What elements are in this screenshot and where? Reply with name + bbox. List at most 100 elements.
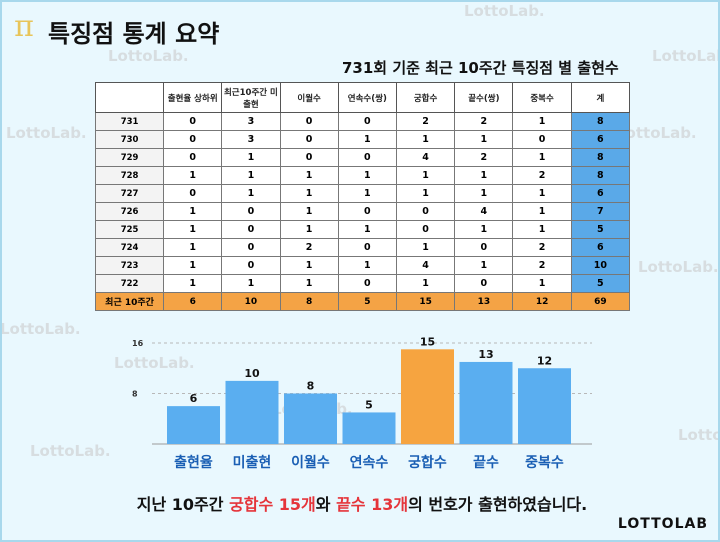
table-cell: 0 bbox=[395, 202, 456, 221]
feature-bar-chart: 8 16 6 10 8 5 15 13 12 bbox=[132, 335, 592, 445]
table-cell: 1 bbox=[221, 184, 281, 203]
table-cell: 1 bbox=[395, 184, 456, 203]
row-label: 727 bbox=[94, 184, 165, 203]
row-label: 724 bbox=[94, 238, 165, 257]
column-header: 끝수(쌍) bbox=[454, 82, 514, 113]
table-cell: 0 bbox=[279, 112, 339, 131]
table-row: 722 1 1 1 0 1 0 1 5 bbox=[94, 274, 631, 293]
table-row: 728 1 1 1 1 1 1 2 8 bbox=[94, 166, 631, 185]
x-tick-label: 끝수 bbox=[473, 455, 499, 471]
summary-total: 69 bbox=[570, 292, 631, 311]
row-total: 7 bbox=[570, 202, 631, 221]
column-header: 계 bbox=[570, 82, 631, 113]
row-label: 731 bbox=[94, 112, 165, 131]
table-cell: 1 bbox=[163, 220, 223, 239]
table-cell: 1 bbox=[512, 184, 572, 203]
table-body: 731 0 3 0 0 2 2 1 8 730 0 3 0 1 1 1 0 6 729 0 1 0 0 4 2 1 8 728 1 1 1 1… bbox=[94, 112, 631, 311]
x-tick-label: 출현율 bbox=[174, 455, 213, 471]
page-title: 특징점 통계 요약 bbox=[48, 20, 220, 48]
header-blank bbox=[94, 82, 165, 113]
row-label: 726 bbox=[94, 202, 165, 221]
row-total: 8 bbox=[570, 148, 631, 167]
table-cell: 0 bbox=[337, 148, 397, 167]
bar-2 bbox=[225, 380, 279, 444]
table-cell: 1 bbox=[395, 238, 456, 257]
summary-sentence: 지난 10주간 궁합수 15개와 끝수 13개의 번호가 출현하였습니다. bbox=[2, 491, 718, 515]
column-header: 이월수 bbox=[279, 82, 339, 113]
summary-text: 지난 10주간 bbox=[136, 495, 230, 514]
pi-logo-icon: π bbox=[14, 9, 34, 44]
column-header: 출현율 상하위 bbox=[163, 82, 223, 113]
table-cell: 1 bbox=[512, 274, 572, 293]
table-cell: 1 bbox=[221, 274, 281, 293]
table-row: 723 1 0 1 1 4 1 2 10 bbox=[94, 256, 631, 275]
bar-6 bbox=[459, 361, 513, 444]
watermark: LottoLab. bbox=[0, 320, 81, 338]
summary-cell: 10 bbox=[221, 292, 281, 311]
table-cell: 1 bbox=[163, 274, 223, 293]
table-cell: 1 bbox=[279, 274, 339, 293]
table-cell: 0 bbox=[221, 220, 281, 239]
watermark: LottoLab. bbox=[108, 47, 189, 65]
bar-value-label: 13 bbox=[478, 348, 493, 361]
summary-cell: 13 bbox=[454, 292, 514, 311]
watermark: LottoLab. bbox=[464, 2, 545, 20]
summary-cell: 15 bbox=[395, 292, 456, 311]
summary-cell: 8 bbox=[279, 292, 339, 311]
row-total: 5 bbox=[570, 274, 631, 293]
table-cell: 1 bbox=[454, 184, 514, 203]
x-axis-labels: 출현율 미출현 이월수 연속수 궁합수 끝수 중복수 bbox=[112, 452, 602, 474]
bar-1 bbox=[167, 406, 220, 444]
row-total: 8 bbox=[570, 112, 631, 131]
table-cell: 1 bbox=[337, 184, 397, 203]
table-cell: 2 bbox=[512, 166, 572, 185]
table-cell: 4 bbox=[395, 148, 456, 167]
table-cell: 1 bbox=[395, 130, 456, 149]
table-cell: 1 bbox=[163, 202, 223, 221]
bar-7 bbox=[518, 368, 571, 444]
table-cell: 0 bbox=[454, 238, 514, 257]
table-cell: 1 bbox=[454, 220, 514, 239]
table-cell: 2 bbox=[279, 238, 339, 257]
table-cell: 4 bbox=[454, 202, 514, 221]
table-cell: 0 bbox=[395, 220, 456, 239]
table-cell: 0 bbox=[337, 202, 397, 221]
table-cell: 3 bbox=[221, 130, 281, 149]
table-cell: 1 bbox=[279, 166, 339, 185]
summary-cell: 12 bbox=[512, 292, 572, 311]
x-tick-label: 이월수 bbox=[291, 455, 330, 471]
summary-highlight: 궁합수 15개 bbox=[229, 495, 316, 514]
summary-text: 의 번호가 출현하였습니다. bbox=[408, 495, 588, 514]
x-tick-label: 연속수 bbox=[349, 455, 389, 471]
watermark: LottoLab. bbox=[114, 354, 195, 372]
table-cell: 0 bbox=[163, 148, 223, 167]
watermark: LottoLab. bbox=[652, 47, 718, 65]
watermark: LottoLab. bbox=[616, 124, 697, 142]
table-cell: 0 bbox=[512, 130, 572, 149]
summary-cell: 5 bbox=[337, 292, 397, 311]
table-row: 724 1 0 2 0 1 0 2 6 bbox=[94, 238, 631, 257]
column-header: 궁합수 bbox=[395, 82, 456, 113]
table-subtitle: 731회 기준 최근 10주간 특징점 별 출현수 bbox=[342, 59, 619, 77]
table-cell: 1 bbox=[337, 130, 397, 149]
row-total: 6 bbox=[570, 130, 631, 149]
table-row: 726 1 0 1 0 0 4 1 7 bbox=[94, 202, 631, 221]
table-cell: 2 bbox=[454, 112, 514, 131]
bar-value-label: 15 bbox=[420, 335, 435, 348]
table-row: 727 0 1 1 1 1 1 1 6 bbox=[94, 184, 631, 203]
table-cell: 1 bbox=[454, 166, 514, 185]
table-cell: 1 bbox=[337, 166, 397, 185]
brand-logo: LOTTOLAB bbox=[617, 516, 708, 532]
column-header: 중복수 bbox=[512, 82, 572, 113]
row-total: 6 bbox=[570, 184, 631, 203]
bar-5 bbox=[401, 349, 454, 444]
table-cell: 1 bbox=[163, 166, 223, 185]
row-total: 6 bbox=[570, 238, 631, 257]
bar-3 bbox=[284, 393, 337, 444]
watermark: LottoLab. bbox=[638, 258, 719, 276]
table-cell: 1 bbox=[163, 238, 223, 257]
table-cell: 0 bbox=[163, 112, 223, 131]
table-cell: 0 bbox=[163, 184, 223, 203]
table-cell: 0 bbox=[454, 274, 514, 293]
row-total: 5 bbox=[570, 220, 631, 239]
